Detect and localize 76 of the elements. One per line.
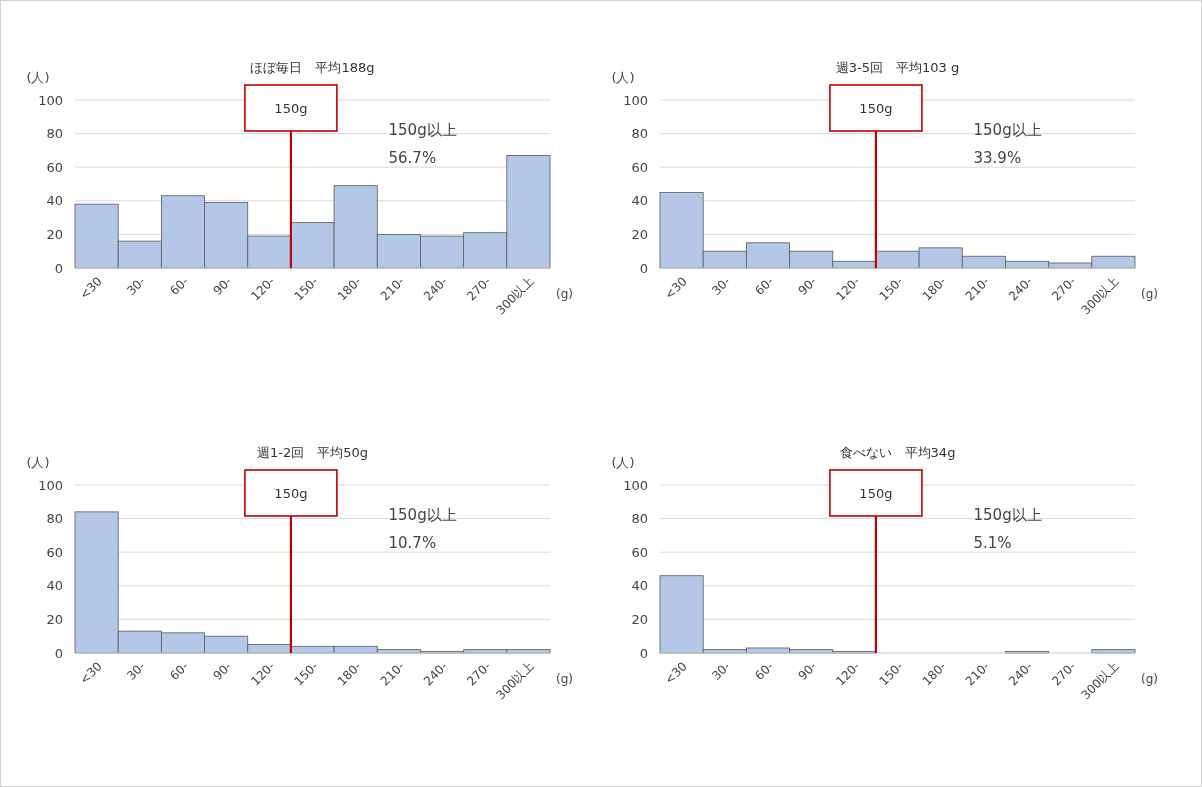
x-tick-label: 150- — [291, 274, 321, 304]
y-tick-label: 20 — [631, 611, 648, 627]
y-tick-label: 0 — [639, 260, 648, 276]
x-tick-label: 30- — [124, 274, 148, 298]
x-tick-label: 60- — [167, 274, 192, 298]
y-tick-label: 40 — [46, 578, 63, 594]
y-axis-title: (人) — [611, 455, 635, 470]
x-tick-label: 180- — [919, 274, 949, 304]
annotation: 150g以上 — [388, 506, 457, 524]
x-tick-label: 150- — [876, 659, 906, 689]
x-tick-label: 180- — [334, 659, 364, 689]
x-tick-label: 90- — [795, 274, 820, 298]
x-tick-label: 30- — [124, 659, 148, 683]
x-tick-label: 120- — [833, 274, 863, 304]
annotation: 5.1% — [973, 534, 1012, 552]
y-tick-label: 80 — [631, 126, 648, 142]
y-tick-label: 0 — [54, 645, 63, 661]
annotation: 56.7% — [388, 149, 437, 167]
ref-line-label: 150g — [274, 486, 308, 501]
y-tick-label: 60 — [46, 159, 63, 175]
chart-title: 週1-2回 平均50g — [256, 445, 369, 460]
annotation: 33.9% — [973, 149, 1022, 167]
y-tick-label: 80 — [46, 511, 63, 527]
y-axis-title: (人) — [26, 455, 50, 470]
y-tick-label: 60 — [631, 159, 648, 175]
y-tick-label: 40 — [46, 193, 63, 209]
chart-title: 週3-5回 平均103 g — [835, 60, 960, 75]
x-tick-label: 60- — [752, 274, 777, 298]
x-axis-title: (g) — [556, 672, 573, 686]
y-tick-label: 40 — [631, 578, 648, 594]
x-tick-label: 150- — [876, 274, 906, 304]
x-tick-label: 90- — [795, 659, 820, 683]
x-tick-label: <30 — [661, 274, 690, 303]
ref-line-label: 150g — [274, 101, 308, 116]
x-tick-label: 120- — [248, 274, 278, 304]
x-axis-title: (g) — [556, 287, 573, 301]
y-tick-label: 100 — [38, 477, 63, 493]
y-tick-label: 80 — [46, 126, 63, 142]
y-tick-label: 20 — [46, 611, 63, 627]
x-tick-label: 150- — [291, 659, 321, 689]
ref-line-label: 150g — [859, 101, 893, 116]
x-tick-label: 60- — [752, 659, 777, 683]
y-tick-label: 80 — [631, 511, 648, 527]
x-tick-label: 30- — [709, 274, 733, 298]
y-tick-label: 100 — [38, 92, 63, 108]
x-tick-label: <30 — [661, 659, 690, 688]
y-tick-label: 0 — [639, 645, 648, 661]
annotation: 150g以上 — [973, 121, 1042, 139]
chart-title: 食べない 平均34g — [839, 445, 956, 460]
x-tick-label: 30- — [709, 659, 733, 683]
annotation: 10.7% — [388, 534, 437, 552]
y-tick-label: 60 — [631, 544, 648, 560]
y-tick-label: 60 — [46, 544, 63, 560]
y-axis-title: (人) — [26, 70, 50, 85]
x-tick-label: 120- — [248, 659, 278, 689]
x-axis-title: (g) — [1141, 287, 1158, 301]
annotation: 150g以上 — [973, 506, 1042, 524]
x-tick-label: 90- — [210, 659, 235, 683]
y-tick-label: 100 — [623, 477, 648, 493]
y-tick-label: 40 — [631, 193, 648, 209]
x-tick-label: <30 — [76, 659, 105, 688]
x-tick-label: 120- — [833, 659, 863, 689]
y-tick-label: 20 — [631, 226, 648, 242]
y-tick-label: 20 — [46, 226, 63, 242]
chart-title: ほぼ毎日 平均188g — [250, 60, 375, 75]
y-axis-title: (人) — [611, 70, 635, 85]
x-tick-label: 90- — [210, 274, 235, 298]
x-axis-title: (g) — [1141, 672, 1158, 686]
x-tick-label: <30 — [76, 274, 105, 303]
annotation: 150g以上 — [388, 121, 457, 139]
x-tick-label: 180- — [919, 659, 949, 689]
x-tick-label: 60- — [167, 659, 192, 683]
x-tick-label: 180- — [334, 274, 364, 304]
y-tick-label: 100 — [623, 92, 648, 108]
ref-line-label: 150g — [859, 486, 893, 501]
y-tick-label: 0 — [54, 260, 63, 276]
